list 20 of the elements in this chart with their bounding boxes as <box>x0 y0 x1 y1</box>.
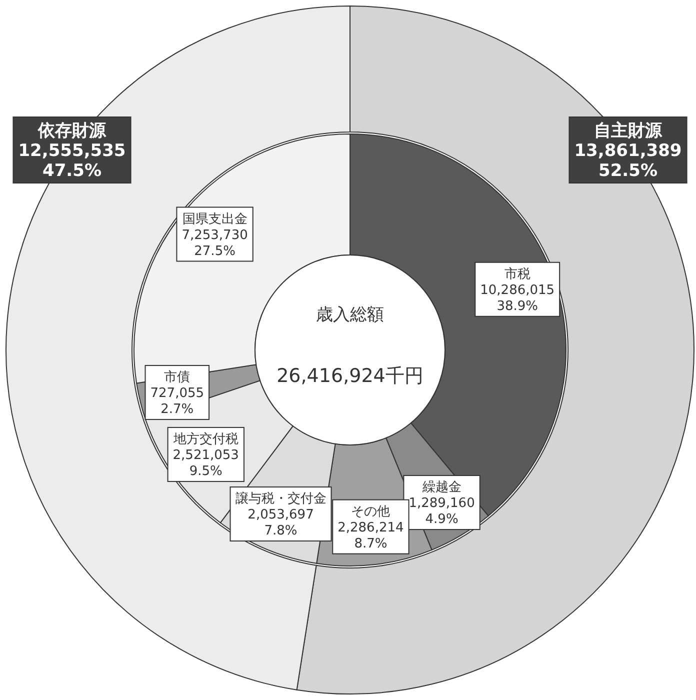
data-label: 1,289,160 4.9% <box>408 496 475 528</box>
slice-label: 依存財源 <box>37 120 107 141</box>
slice-label: 繰越金 <box>421 480 462 496</box>
slice-label: 市債 <box>164 370 190 386</box>
slice-label: 譲与税・交付金 <box>235 490 326 507</box>
data-label: 7,253,730 27.5% <box>182 228 248 259</box>
slice-label: 地方交付税 <box>172 431 238 448</box>
data-label: 13,861,389 52.5% <box>574 140 682 181</box>
data-label: 2,521,053 9.5% <box>172 448 239 480</box>
slice-label: 市税 <box>504 266 530 282</box>
data-label: 2,286,214 8.7% <box>338 520 404 552</box>
text: 歳入総額 <box>316 305 384 325</box>
data-label: 10,286,015 38.9% <box>480 282 555 314</box>
data-label: 12,555,535 47.5% <box>18 140 126 181</box>
data-label: 2,053,697 7.8% <box>248 508 314 539</box>
slice-label: その他 <box>351 504 390 520</box>
slice-label: 国県支出金 <box>182 212 248 227</box>
data-label: 727,055 2.7% <box>150 386 204 418</box>
text: 26,416,924千円 <box>276 365 424 387</box>
slice-label: 自主財源 <box>594 120 663 141</box>
